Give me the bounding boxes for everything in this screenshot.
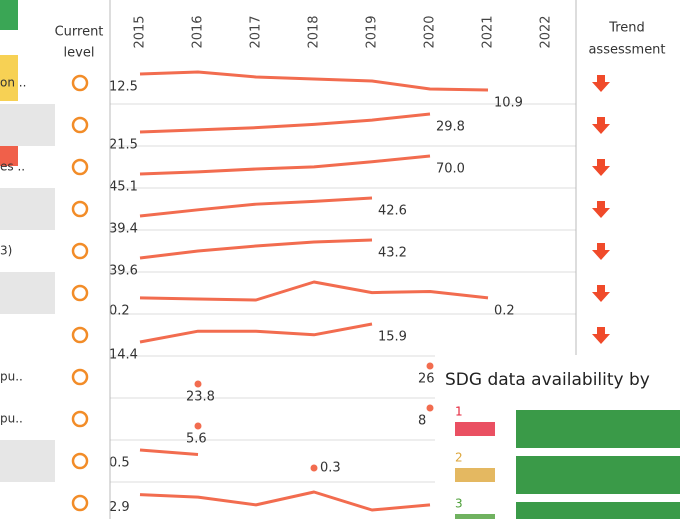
sparkline — [139, 322, 373, 344]
trend-arrow — [592, 327, 610, 344]
spark-dot — [426, 362, 434, 370]
row-band — [0, 188, 55, 230]
year-label: 2018 — [307, 15, 322, 48]
row-label: 3) — [0, 244, 12, 258]
year-label: 2022 — [539, 15, 554, 48]
year-label: 2015 — [133, 15, 148, 48]
header-trend: Trend — [608, 21, 645, 36]
trend-arrow — [592, 117, 610, 134]
current-level — [71, 158, 89, 176]
trend-arrow — [592, 75, 610, 92]
trend-arrow — [592, 159, 610, 176]
value-label: 26 — [418, 372, 435, 387]
year-label: 2020 — [423, 15, 438, 48]
value-label: 5.6 — [186, 432, 207, 447]
goal-icon — [455, 422, 495, 436]
sparkline — [139, 238, 373, 260]
value-label: 0.5 — [109, 456, 130, 471]
year-label: 2017 — [249, 15, 264, 48]
spark-dot — [310, 464, 318, 472]
value-label: 45.1 — [109, 180, 138, 195]
value-label: 8 — [418, 414, 426, 429]
current-level — [71, 74, 89, 92]
trend-arrow — [592, 201, 610, 218]
year-label: 2019 — [365, 15, 380, 48]
row-band — [0, 440, 55, 482]
trend-arrow — [592, 243, 610, 260]
goal-number: 2 — [455, 451, 463, 465]
sparkline — [139, 448, 199, 456]
row-label: pu.. — [0, 370, 23, 384]
sparkline — [139, 490, 431, 512]
value-label: 29.8 — [436, 120, 465, 135]
current-level — [71, 494, 89, 512]
current-level — [71, 242, 89, 260]
trend-arrow — [592, 285, 610, 302]
goal-icon — [455, 514, 495, 519]
current-level — [71, 326, 89, 344]
value-label: 39.4 — [109, 222, 138, 237]
value-label: 70.0 — [436, 162, 465, 177]
current-level — [71, 200, 89, 218]
status-yellow — [0, 55, 18, 101]
current-level — [71, 284, 89, 302]
value-label: 39.6 — [109, 264, 138, 279]
value-label: 23.8 — [186, 390, 215, 405]
row-label: es .. — [0, 160, 25, 174]
sparkline — [139, 196, 373, 218]
current-level — [71, 452, 89, 470]
value-label: 42.6 — [378, 204, 407, 219]
availability-bar — [516, 456, 680, 494]
header-trend: assessment — [588, 43, 665, 58]
year-label: 2021 — [481, 15, 496, 48]
year-label: 2016 — [191, 15, 206, 48]
value-label: 0.2 — [494, 303, 515, 318]
value-label: 0.2 — [109, 303, 130, 318]
current-level — [71, 368, 89, 386]
current-level — [71, 116, 89, 134]
overlay-title: SDG data availability by — [445, 370, 650, 390]
row-band — [0, 272, 55, 314]
value-label: 0.3 — [320, 461, 341, 476]
value-label: 21.5 — [109, 138, 138, 153]
value-label: 2.9 — [109, 500, 130, 515]
row-label: pu.. — [0, 412, 23, 426]
value-label: 15.9 — [378, 330, 407, 345]
sparkline — [139, 112, 431, 134]
row-band — [0, 104, 55, 146]
value-label: 12.5 — [109, 80, 138, 95]
header-current: level — [64, 46, 95, 61]
goal-number: 3 — [455, 497, 463, 511]
value-label: 14.4 — [109, 348, 138, 363]
header-current: Current — [55, 25, 104, 40]
row-label: on .. — [0, 76, 26, 90]
spark-dot — [194, 422, 202, 430]
status-green — [0, 0, 18, 30]
value-label: 10.9 — [494, 96, 523, 111]
spark-dot — [194, 380, 202, 388]
sparkline — [139, 154, 431, 176]
sparkline — [139, 70, 489, 92]
goal-icon — [455, 468, 495, 482]
current-level — [71, 410, 89, 428]
sparkline — [139, 280, 489, 302]
spark-dot — [426, 404, 434, 412]
availability-bar — [516, 502, 680, 519]
availability-bar — [516, 410, 680, 448]
goal-number: 1 — [455, 405, 463, 419]
value-label: 43.2 — [378, 246, 407, 261]
overlay: SDG data availability by 1 2 3 — [435, 355, 680, 519]
